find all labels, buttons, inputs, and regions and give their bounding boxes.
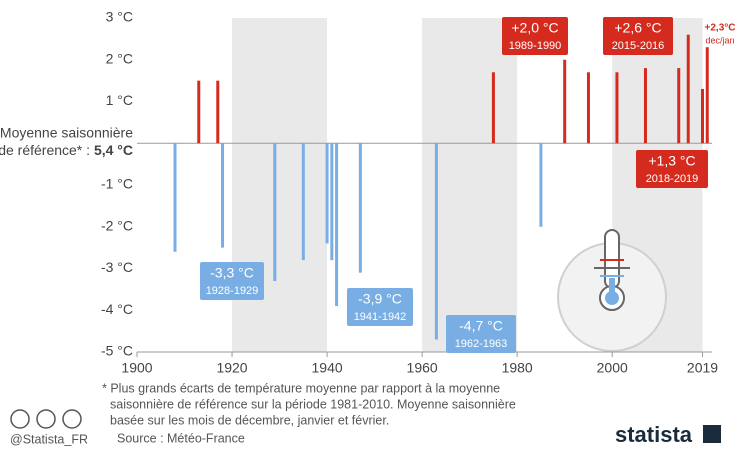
bar	[173, 143, 177, 252]
value-label: -3,3 °C	[210, 265, 254, 281]
reference-label-2: de référence* : 5,4 °C	[0, 142, 133, 158]
callout-box	[347, 288, 413, 326]
value-label: -3,9 °C	[358, 291, 402, 307]
y-tick-label: -1 °C	[101, 176, 133, 192]
bar	[677, 68, 681, 144]
y-tick-label: 3 °C	[106, 9, 133, 25]
reference-label: Moyenne saisonnière	[0, 125, 133, 141]
x-tick-label: 1940	[312, 360, 343, 376]
value-label: +2,6 °C	[614, 20, 661, 36]
value-label: +2,3°C	[705, 23, 736, 34]
x-tick-label: 1960	[407, 360, 438, 376]
bar	[700, 88, 704, 144]
value-label: +1,3 °C	[648, 153, 695, 169]
footnote: saisonnière de référence sur la période …	[110, 397, 516, 411]
period-label: 1989-1990	[509, 40, 562, 52]
bar	[539, 143, 543, 227]
bar	[197, 80, 201, 144]
footnote: * Plus grands écarts de température moye…	[102, 381, 500, 395]
y-tick-label: -4 °C	[101, 301, 133, 317]
bar	[325, 143, 329, 244]
bar	[586, 72, 590, 144]
footnote: basée sur les mois de décembre, janvier …	[110, 413, 389, 427]
brand: statista	[615, 422, 693, 447]
y-tick-label: -3 °C	[101, 259, 133, 275]
source: Source : Météo-France	[117, 431, 245, 445]
callout-box	[603, 17, 673, 55]
x-tick-label: 2000	[597, 360, 628, 376]
bar	[705, 47, 709, 144]
period-label: 1941-1942	[354, 311, 407, 323]
credit: @Statista_FR	[10, 432, 88, 446]
x-tick-label: 1980	[502, 360, 533, 376]
y-tick-label: -5 °C	[101, 343, 133, 359]
reference-value: 5,4 °C	[94, 142, 133, 158]
bar	[491, 72, 495, 144]
value-label: -4,7 °C	[459, 318, 503, 334]
callout-box	[200, 262, 264, 300]
x-tick-label: 2019	[687, 360, 718, 376]
period-label: 2018-2019	[646, 173, 699, 185]
value-label: +2,0 °C	[511, 20, 558, 36]
bar	[335, 143, 339, 307]
period-label: 2015-2016	[612, 40, 665, 52]
shaded-band	[232, 18, 328, 352]
bar	[273, 143, 277, 282]
bar	[615, 72, 619, 144]
shaded-band	[422, 18, 518, 352]
callout-box	[446, 315, 516, 353]
brand-icon	[703, 425, 721, 443]
bar	[434, 143, 438, 340]
y-tick-label: 2 °C	[106, 50, 133, 66]
y-tick-label: -2 °C	[101, 217, 133, 233]
bar	[643, 68, 647, 144]
bar	[330, 143, 334, 261]
x-tick-label: 1920	[216, 360, 247, 376]
bar	[686, 34, 690, 144]
bar	[216, 80, 220, 144]
reference-text: de référence* :	[0, 142, 90, 158]
bar	[563, 59, 567, 144]
callout-box	[636, 150, 708, 188]
thermometer-icon	[557, 229, 667, 352]
footer: * Plus grands écarts de température moye…	[10, 381, 721, 447]
license-icons	[10, 409, 82, 429]
period-label: 1962-1963	[455, 338, 508, 350]
period-label: dec/jan	[705, 35, 734, 45]
period-label: 1928-1929	[206, 285, 259, 297]
y-tick-label: 1 °C	[106, 92, 133, 108]
bar	[221, 143, 225, 248]
x-tick-label: 1900	[121, 360, 152, 376]
bar	[301, 143, 305, 261]
bar	[358, 143, 362, 273]
callout-box	[502, 17, 568, 55]
